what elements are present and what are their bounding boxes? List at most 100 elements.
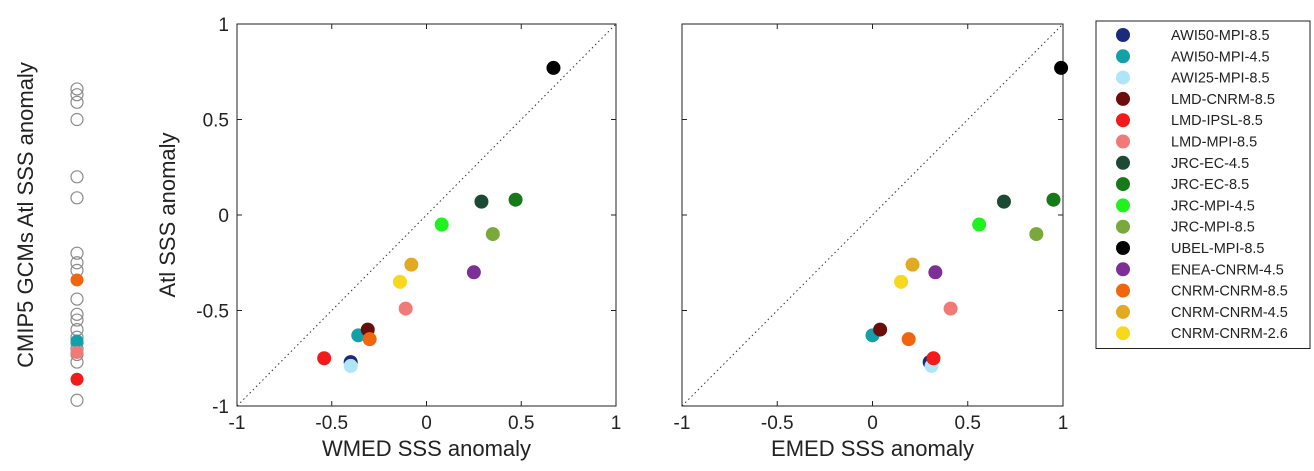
strip-point-cmip5 [70, 292, 84, 306]
legend-marker-jrc-mpi-4-5 [1116, 198, 1130, 213]
legend-marker-cnrm-cnrm-2-6 [1116, 326, 1130, 341]
point-lmd-ipsl-8-5 [317, 351, 332, 366]
point-jrc-mpi-8-5 [485, 227, 500, 242]
point-cnrm-cnrm-8-5 [901, 332, 916, 347]
x-tick-label: 1 [1058, 413, 1069, 434]
strip-point-cnrm-cnrm-8-5 [70, 273, 84, 287]
point-lmd-cnrm-8-5 [873, 322, 888, 337]
legend-label-jrc-ec-4-5: JRC-EC-4.5 [1171, 156, 1249, 172]
strip-point-cmip5 [70, 191, 84, 205]
wmed-scatter-panel: -1 -0.5 0 0.5 110.50-0.5-1 WMED SSS anomaly … [155, 15, 621, 461]
strip-point-awi50-mpi-4-5 [70, 334, 84, 348]
legend-label-awi25-mpi-8-5: AWI25-MPI-8.5 [1171, 71, 1270, 87]
point-cnrm-cnrm-4-5 [404, 257, 419, 272]
wmed-one-to-one-line [236, 23, 617, 407]
wmed-points [317, 60, 561, 373]
strip-point-cmip5 [70, 307, 84, 321]
point-jrc-mpi-4-5 [434, 217, 449, 232]
legend-label-lmd-mpi-8-5: LMD-MPI-8.5 [1171, 135, 1257, 151]
x-tick-label: 0 [867, 413, 878, 434]
point-lmd-ipsl-8-5 [926, 351, 941, 366]
point-jrc-ec-4-5 [996, 194, 1011, 209]
legend-label-jrc-mpi-8-5: JRC-MPI-8.5 [1171, 220, 1255, 236]
legend-label-awi50-mpi-4-5: AWI50-MPI-4.5 [1171, 49, 1270, 65]
strip-point-lmd-mpi-8-5 [70, 346, 84, 360]
point-jrc-ec-4-5 [474, 194, 489, 209]
legend-label-cnrm-cnrm-2-6: CNRM-CNRM-2.6 [1171, 326, 1288, 342]
legend-label-jrc-mpi-4-5: JRC-MPI-4.5 [1171, 198, 1255, 214]
emed-x-axis-label: EMED SSS anomaly [771, 436, 974, 461]
y-tick-label: 1 [218, 15, 229, 36]
legend-label-lmd-ipsl-8-5: LMD-IPSL-8.5 [1171, 113, 1263, 129]
y-tick-label: -0.5 [196, 302, 229, 323]
point-cnrm-cnrm-2-6 [894, 274, 909, 289]
legend-marker-cnrm-cnrm-8-5 [1116, 283, 1130, 298]
point-cnrm-cnrm-4-5 [905, 257, 920, 272]
strip-point-cmip5 [70, 313, 84, 327]
x-tick-label: -0.5 [315, 413, 348, 434]
legend-marker-ubel-mpi-8-5 [1116, 241, 1130, 255]
x-tick-label: 0 [421, 413, 432, 434]
legend-marker-cnrm-cnrm-4-5 [1116, 304, 1130, 319]
y-tick-label: 0 [218, 206, 229, 227]
legend: AWI50-MPI-8.5 AWI50-MPI-4.5 AWI25-MPI-8.5 L… [1095, 20, 1311, 349]
strip-point-cmip5 [70, 95, 84, 109]
legend-marker-enea-cnrm-4-5 [1116, 262, 1130, 277]
emed-ticks: -1 -0.5 0 0.5 1 [674, 23, 1069, 434]
strip-point-cmip5 [70, 256, 84, 270]
point-jrc-mpi-8-5 [1029, 227, 1044, 242]
legend-marker-lmd-mpi-8-5 [1116, 134, 1130, 149]
strip-point-cmip5 [70, 82, 84, 96]
legend-label-cnrm-cnrm-4-5: CNRM-CNRM-4.5 [1171, 305, 1288, 321]
point-ubel-mpi-8-5 [546, 60, 561, 75]
x-tick-label: 0.5 [955, 413, 981, 434]
emed-scatter-panel: -1 -0.5 0 0.5 1 EMED SSS anomaly [674, 23, 1069, 461]
legend-marker-awi25-mpi-8-5 [1116, 70, 1130, 85]
strip-point-cmip5 [70, 170, 84, 184]
emed-plot-frame [681, 23, 1064, 407]
legend-marker-jrc-mpi-8-5 [1116, 219, 1130, 234]
legend-box [1095, 20, 1311, 349]
point-enea-cnrm-4-5 [928, 265, 943, 280]
strip-y-axis-label: CMIP5 GCMs Atl SSS anomaly [13, 62, 38, 368]
wmed-y-axis-label: Atl SSS anomaly [155, 132, 180, 297]
wmed-ticks: -1 -0.5 0 0.5 1 1 0.5 0 -0.5 -1 [196, 15, 621, 434]
strip-point-cmip5 [70, 88, 84, 102]
strip-points [70, 82, 84, 407]
legend-marker-jrc-ec-8-5 [1116, 177, 1130, 192]
y-tick-label: 0.5 [203, 111, 229, 132]
x-tick-label: 1 [611, 413, 622, 434]
legend-label-enea-cnrm-4-5: ENEA-CNRM-4.5 [1171, 262, 1284, 278]
point-cnrm-cnrm-8-5 [362, 332, 377, 347]
emed-one-to-one-line [681, 23, 1064, 407]
cmip5-strip-panel: CMIP5 GCMs Atl SSS anomaly [13, 62, 84, 407]
point-jrc-ec-8-5 [1046, 192, 1061, 207]
strip-point-cmip5 [70, 246, 84, 260]
x-tick-label: -1 [229, 413, 246, 434]
x-tick-label: -1 [674, 413, 691, 434]
emed-points [865, 60, 1069, 373]
legend-label-ubel-mpi-8-5: UBEL-MPI-8.5 [1171, 241, 1264, 257]
strip-point-cmip5 [70, 112, 84, 127]
point-awi25-mpi-8-5 [343, 358, 358, 373]
legend-label-lmd-cnrm-8-5: LMD-CNRM-8.5 [1171, 92, 1275, 108]
x-tick-label: 0.5 [508, 413, 534, 434]
point-jrc-mpi-4-5 [972, 217, 987, 232]
point-lmd-mpi-8-5 [398, 301, 413, 316]
legend-label-awi50-mpi-8-5: AWI50-MPI-8.5 [1171, 28, 1270, 44]
point-lmd-mpi-8-5 [943, 301, 958, 316]
legend-items: AWI50-MPI-8.5 AWI50-MPI-4.5 AWI25-MPI-8.5 L… [1116, 28, 1288, 342]
legend-marker-awi50-mpi-4-5 [1116, 49, 1130, 64]
point-enea-cnrm-4-5 [466, 265, 481, 280]
point-jrc-ec-8-5 [508, 192, 523, 207]
legend-marker-jrc-ec-4-5 [1116, 155, 1130, 170]
legend-label-cnrm-cnrm-8-5: CNRM-CNRM-8.5 [1171, 284, 1288, 300]
strip-point-lmd-ipsl-8-5 [70, 372, 84, 386]
wmed-plot-frame [236, 23, 617, 407]
strip-point-cmip5 [70, 393, 84, 407]
legend-marker-lmd-cnrm-8-5 [1116, 91, 1130, 106]
x-tick-label: -0.5 [761, 413, 794, 434]
legend-marker-awi50-mpi-8-5 [1116, 28, 1130, 42]
wmed-x-axis-label: WMED SSS anomaly [322, 436, 531, 461]
